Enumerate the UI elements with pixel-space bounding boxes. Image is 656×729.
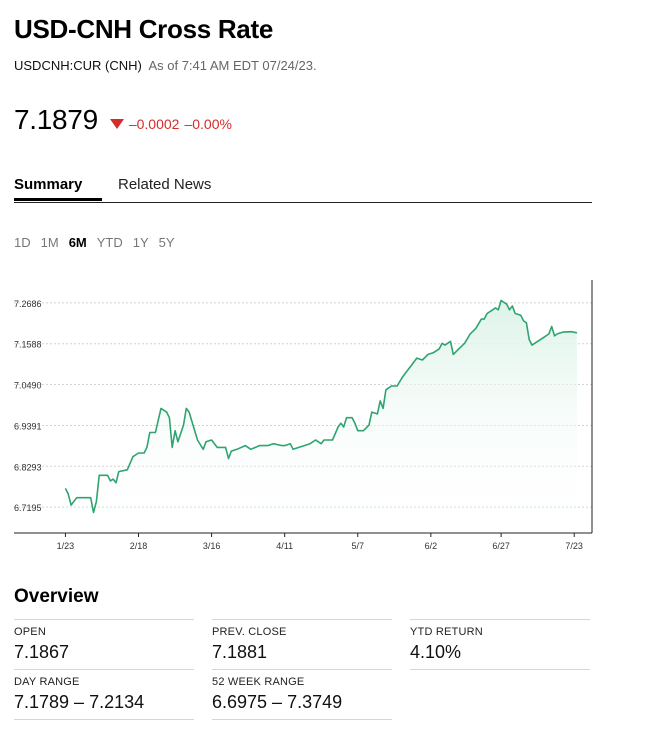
stat-value: 6.6975 – 7.3749 xyxy=(212,692,343,712)
page-title: USD-CNH Cross Rate xyxy=(14,14,273,44)
stat-value: 7.1867 xyxy=(14,642,70,662)
chart-area-fill xyxy=(65,300,578,533)
stat-divider xyxy=(14,719,194,720)
stat-prev-close: PREV. CLOSE 7.1881 xyxy=(212,619,392,670)
chart-x-axis-labels: 1/23 2/18 3/16 4/11 5/7 6/2 6/27 7/23 xyxy=(57,533,583,551)
x-tick-label: 5/7 xyxy=(351,541,364,551)
range-1m-button[interactable]: 1M xyxy=(40,235,59,250)
stat-value: 7.1789 – 7.2134 xyxy=(14,692,145,712)
stat-52-week-range: 52 WEEK RANGE 6.6975 – 7.3749 xyxy=(212,669,392,720)
stat-value: 4.10% xyxy=(410,642,462,662)
overview-heading: Overview xyxy=(14,586,99,607)
stat-ytd-return: YTD RETURN 4.10% xyxy=(410,619,590,670)
x-tick-label: 2/18 xyxy=(130,541,148,551)
x-tick-label: 7/23 xyxy=(565,541,583,551)
series-line xyxy=(64,299,578,514)
x-tick-label: 6/2 xyxy=(425,541,438,551)
chart-series-line xyxy=(64,299,578,514)
price-change: –0.0002 –0.00% xyxy=(109,116,232,132)
tab-related-news[interactable]: Related News xyxy=(118,176,212,193)
stat-label: OPEN xyxy=(14,626,46,638)
stat-open: OPEN 7.1867 xyxy=(14,619,194,670)
quote-subline: USDCNH:CUR (CNH) As of 7:41 AM EDT 07/24… xyxy=(14,58,317,73)
area-fill xyxy=(65,300,578,533)
range-1d-button[interactable]: 1D xyxy=(14,235,31,250)
range-ytd-button[interactable]: YTD xyxy=(96,235,123,250)
x-tick-label: 3/16 xyxy=(203,541,221,551)
active-tab-indicator xyxy=(14,198,102,201)
range-5y-button[interactable]: 5Y xyxy=(158,235,175,250)
stat-label: DAY RANGE xyxy=(14,676,80,688)
stat-day-range: DAY RANGE 7.1789 – 7.2134 xyxy=(14,669,194,720)
change-percent: –0.00% xyxy=(184,116,232,132)
price-chart[interactable]: 6.7195 6.8293 6.9391 7.0490 7.1588 7.2686 1/2… xyxy=(0,270,656,560)
chart-y-axis-labels: 6.7195 6.8293 6.9391 7.0490 7.1588 7.2686 xyxy=(14,299,42,513)
last-price: 7.1879 xyxy=(14,104,98,135)
x-tick-label: 1/23 xyxy=(57,541,75,551)
range-6m-button[interactable]: 6M xyxy=(68,235,87,250)
stat-value: 7.1881 xyxy=(212,642,268,662)
y-tick-label: 6.7195 xyxy=(14,503,42,513)
change-value: –0.0002 xyxy=(128,116,180,132)
price-row: 7.1879 –0.0002 –0.00% xyxy=(14,104,232,136)
tab-summary[interactable]: Summary xyxy=(14,176,83,193)
ticker-symbol: USDCNH:CUR (CNH) xyxy=(14,58,142,73)
as-of-timestamp: As of 7:41 AM EDT 07/24/23. xyxy=(148,58,317,73)
x-tick-label: 4/11 xyxy=(276,541,293,551)
y-tick-label: 7.1588 xyxy=(14,340,42,350)
y-tick-label: 7.2686 xyxy=(14,299,42,309)
stat-label: YTD RETURN xyxy=(410,626,483,638)
stat-divider xyxy=(212,719,392,720)
y-tick-label: 7.0490 xyxy=(14,381,42,391)
y-tick-label: 6.8293 xyxy=(14,462,42,472)
time-range-selector: 1D 1M 6M YTD 1Y 5Y xyxy=(14,235,175,250)
tab-bar: Summary Related News xyxy=(14,172,592,203)
x-tick-label: 6/27 xyxy=(492,541,510,551)
range-1y-button[interactable]: 1Y xyxy=(132,235,149,250)
y-tick-label: 6.9391 xyxy=(14,421,42,431)
stat-divider xyxy=(410,669,590,670)
triangle-down-icon xyxy=(109,119,124,129)
chart-x-axis xyxy=(14,280,593,534)
stat-label: 52 WEEK RANGE xyxy=(212,676,305,688)
stat-label: PREV. CLOSE xyxy=(212,626,287,638)
